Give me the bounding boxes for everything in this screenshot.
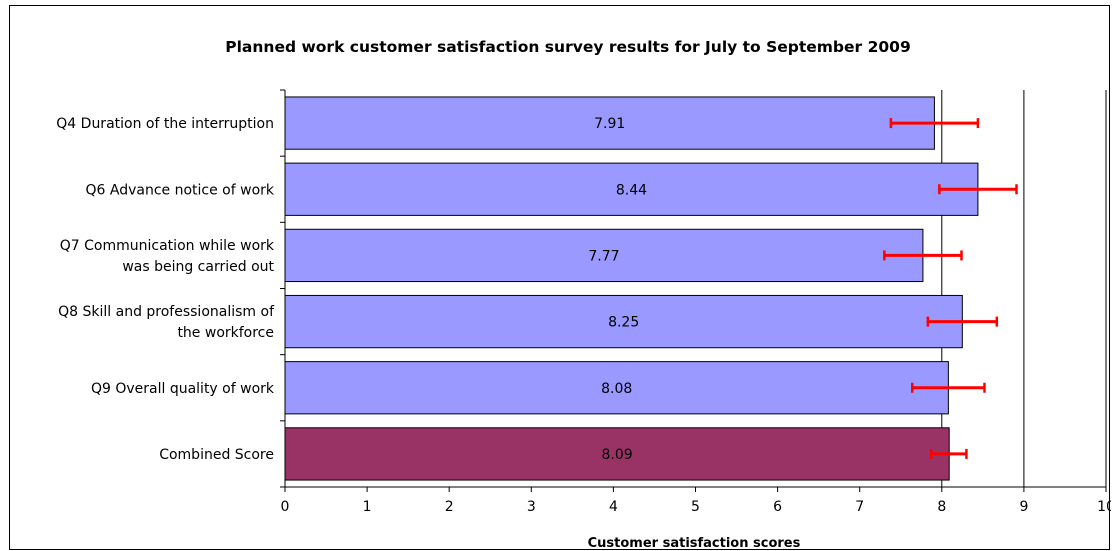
x-tick-label-6: 6 <box>773 499 782 515</box>
category-label-2: Q7 Communication while work was being car… <box>60 238 275 275</box>
bar-5 <box>284 427 950 481</box>
x-tick-label-8: 8 <box>937 499 946 515</box>
category-label-line: Combined Score <box>159 447 274 463</box>
x-tick-label-10: 10 <box>1097 499 1111 515</box>
chart-svg: Planned work customer satisfaction surve… <box>56 38 1111 551</box>
x-tick-labels: 0 1 2 3 4 5 6 7 8 9 10 <box>281 499 1111 515</box>
category-label-line: Q6 Advance notice of work <box>86 182 275 198</box>
x-tick-label-2: 2 <box>445 499 454 515</box>
category-label-5: Combined Score <box>159 447 274 463</box>
category-label-3: Q8 Skill and professionalism of the workf… <box>58 304 275 341</box>
category-label-line: Q8 Skill and professionalism of <box>58 304 275 320</box>
x-tick-label-9: 9 <box>1019 499 1028 515</box>
chart-frame: Planned work customer satisfaction surve… <box>9 5 1111 551</box>
bars: 7.91 8.44 7.77 8.25 8.08 8.09 <box>284 96 1018 481</box>
x-tick-label-0: 0 <box>281 499 290 515</box>
x-tick-label-4: 4 <box>609 499 618 515</box>
category-label-0: Q4 Duration of the interruption <box>56 116 274 132</box>
category-label-line: Q9 Overall quality of work <box>91 381 275 397</box>
bar-0 <box>284 96 935 150</box>
category-label-line: Q7 Communication while work <box>60 238 275 254</box>
bar-value-label-3: 8.25 <box>608 315 639 331</box>
x-tick-label-7: 7 <box>855 499 864 515</box>
gridlines <box>941 90 1107 487</box>
category-label-line: the workforce <box>177 325 274 341</box>
x-axis-label: Customer satisfaction scores <box>588 536 801 551</box>
category-label-line: Q4 Duration of the interruption <box>56 116 274 132</box>
x-tick-label-1: 1 <box>363 499 372 515</box>
chart-title: Planned work customer satisfaction surve… <box>225 38 910 56</box>
axes <box>280 89 1107 492</box>
bar-value-label-4: 8.08 <box>601 381 632 397</box>
category-label-1: Q6 Advance notice of work <box>86 182 275 198</box>
category-label-4: Q9 Overall quality of work <box>91 381 275 397</box>
category-labels: Q4 Duration of the interruption Q6 Advanc… <box>56 116 275 463</box>
bar-value-label-5: 8.09 <box>602 447 633 463</box>
bar-4 <box>284 361 949 415</box>
bar-value-label-1: 8.44 <box>616 182 647 198</box>
bar-2 <box>284 228 924 283</box>
category-label-line: was being carried out <box>122 259 274 275</box>
x-tick-label-5: 5 <box>691 499 700 515</box>
x-tick-label-3: 3 <box>527 499 536 515</box>
bar-value-label-0: 7.91 <box>594 116 625 132</box>
bar-3 <box>284 294 963 349</box>
bar-value-label-2: 7.77 <box>588 248 619 264</box>
